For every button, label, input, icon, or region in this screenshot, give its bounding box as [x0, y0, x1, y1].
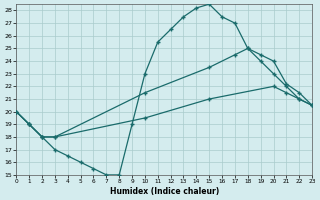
X-axis label: Humidex (Indice chaleur): Humidex (Indice chaleur) [109, 187, 219, 196]
